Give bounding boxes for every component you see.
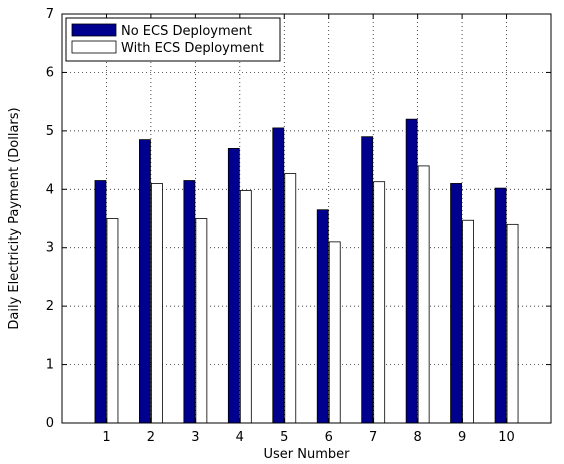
legend-swatch-1 xyxy=(71,23,117,37)
y-tick-label: 1 xyxy=(46,358,54,373)
y-tick-label: 3 xyxy=(46,241,54,256)
grid-lines xyxy=(62,14,551,423)
bar-series-1-user-3 xyxy=(183,180,196,424)
bar-series-2-user-8 xyxy=(417,165,430,424)
bar-series-1-user-6 xyxy=(316,209,329,424)
bar-series-1-user-5 xyxy=(272,127,285,424)
y-tick-labels: 0 1 2 3 4 5 6 7 xyxy=(46,7,54,431)
x-tick-labels: 1 2 3 4 5 6 7 8 9 10 xyxy=(102,430,515,445)
x-axis-label: User Number xyxy=(264,447,351,462)
legend: No ECS Deployment With ECS Deployment xyxy=(65,17,281,62)
bar-series-2-user-7 xyxy=(373,181,386,424)
y-axis-label: Daily Electricity Payment (Dollars) xyxy=(7,107,22,329)
bar-series-1-user-10 xyxy=(494,187,507,424)
bar-series-2-user-10 xyxy=(506,223,519,424)
plot-frame xyxy=(61,13,552,424)
y-tick-label: 4 xyxy=(46,182,54,197)
y-tick-label: 5 xyxy=(46,124,54,139)
y-tick-label: 6 xyxy=(46,65,54,80)
x-tick-label: 6 xyxy=(325,430,333,445)
bar-series-2-user-4 xyxy=(239,190,252,424)
x-tick-label: 5 xyxy=(280,430,288,445)
bar-series-2-user-2 xyxy=(151,183,163,424)
x-tick-label: 1 xyxy=(102,430,110,445)
bar-series-2-user-6 xyxy=(328,241,341,424)
bar-series-1-user-2 xyxy=(139,139,151,424)
x-tick-label: 2 xyxy=(147,430,155,445)
y-tick-label: 0 xyxy=(46,416,54,431)
legend-label-2: With ECS Deployment xyxy=(121,41,264,56)
legend-swatch-2 xyxy=(71,40,117,54)
bar-series-2-user-3 xyxy=(195,218,208,424)
x-tick-label: 4 xyxy=(236,430,244,445)
bar-series-1-user-4 xyxy=(227,147,240,424)
bars xyxy=(94,118,519,424)
x-tick-label: 8 xyxy=(413,430,421,445)
x-tick-label: 3 xyxy=(191,430,199,445)
bar-series-1-user-1 xyxy=(94,180,107,424)
x-tick-label: 7 xyxy=(369,430,377,445)
x-tick-label: 10 xyxy=(498,430,515,445)
axis-ticks xyxy=(62,13,551,424)
bar-series-1-user-7 xyxy=(361,136,374,424)
bar-series-1-user-8 xyxy=(405,118,418,424)
legend-label-1: No ECS Deployment xyxy=(121,24,252,39)
y-tick-label: 7 xyxy=(46,7,54,22)
x-tick-label: 9 xyxy=(458,430,466,445)
y-tick-label: 2 xyxy=(46,299,54,314)
bar-series-1-user-9 xyxy=(450,183,462,424)
bar-series-2-user-9 xyxy=(462,219,474,424)
bar-series-2-user-5 xyxy=(284,173,297,424)
bar-series-2-user-1 xyxy=(106,218,119,424)
